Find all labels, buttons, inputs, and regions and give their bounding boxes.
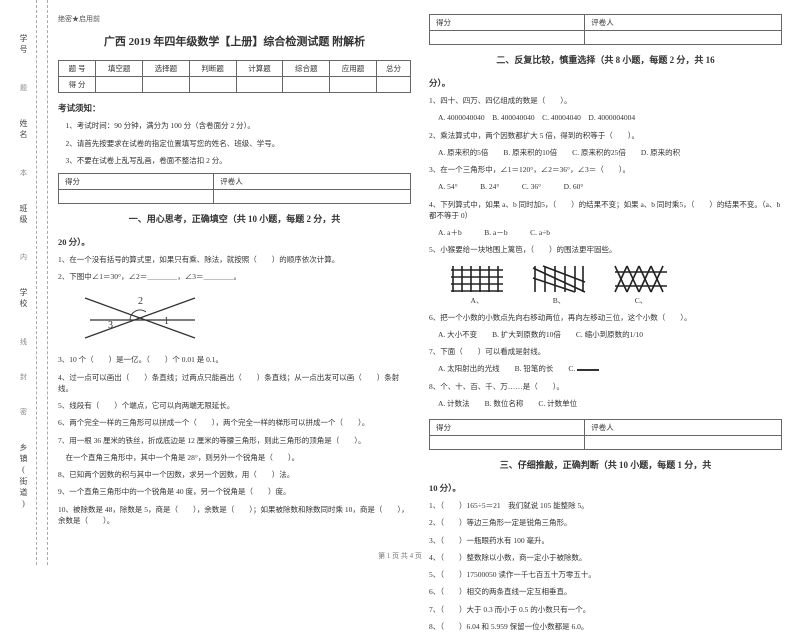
options: A. 太阳射出的光线 B. 铅笔的长 C. bbox=[429, 363, 782, 374]
cell: 判断题 bbox=[189, 61, 236, 77]
options: A. a＋b B. a－b C. a÷b bbox=[429, 227, 782, 238]
notice-line: 1、考试时间：90 分钟，满分为 100 分（含卷面分 2 分）。 bbox=[58, 120, 411, 132]
section-1-points: 20 分）。 bbox=[58, 236, 411, 248]
question: 在一个直角三角形中，其中一个角是 28°，则另外一个锐角是（ ）。 bbox=[58, 452, 411, 463]
question: 3、（ ）一瓶眼药水有 100 毫升。 bbox=[429, 535, 782, 546]
fence-options: A、 B、 bbox=[449, 264, 782, 306]
question: 1、四十、四万、四亿组成的数是（ ）。 bbox=[429, 95, 782, 106]
gutter-dashline bbox=[36, 0, 37, 565]
option-label: A、 bbox=[449, 295, 505, 306]
question: 2、乘法算式中，两个因数都扩大 5 倍，得到的积等于（ ）。 bbox=[429, 130, 782, 141]
gutter-label: 班级 bbox=[18, 204, 29, 226]
question: 4、过一点可以画出（ ）条直线；过两点只能画出（ ）条直线；从一点出发可以画（ … bbox=[58, 372, 411, 395]
options: A. 原来积的5倍 B. 原来积的10倍 C. 原来积的25倍 D. 原来的积 bbox=[429, 147, 782, 158]
option-label: B、 bbox=[531, 295, 587, 306]
svg-text:1: 1 bbox=[164, 316, 169, 327]
scorebox: 得分评卷人 bbox=[58, 173, 411, 204]
scorebox: 得分评卷人 bbox=[429, 14, 782, 45]
exam-title: 广西 2019 年四年级数学【上册】综合检测试题 附解析 bbox=[58, 33, 411, 49]
binding-gutter: 学号 题 姓名 本 班级 内 学校 线 封 密 乡镇(街道) bbox=[0, 0, 48, 565]
question: 6、把一个小数的小数点先向右移动两位，再向左移动三位，这个小数（ ）。 bbox=[429, 312, 782, 323]
fence-option-c: C、 bbox=[613, 264, 669, 306]
gutter-label: 乡镇(街道) bbox=[18, 443, 29, 511]
question: 9、一个直角三角形中的一个锐角是 40 度，另一个锐角是（ ）度。 bbox=[58, 486, 411, 497]
cell: 得 分 bbox=[59, 77, 96, 93]
cell: 评卷人 bbox=[214, 173, 411, 189]
question: 8、已知两个因数的积与其中一个因数，求另一个因数，用（ ）法。 bbox=[58, 469, 411, 480]
question: 2、（ ）等边三角形一定是锐角三角形。 bbox=[429, 517, 782, 528]
cell: 总分 bbox=[376, 61, 410, 77]
section-2-points: 分）。 bbox=[429, 77, 782, 89]
gutter-note: 密 bbox=[19, 408, 29, 415]
notice-line: 2、请首先按要求在试卷的指定位置填写您的姓名、班级、学号。 bbox=[58, 138, 411, 150]
secret-label: 绝密★启用前 bbox=[58, 14, 411, 24]
section-2-title: 二、反复比较，慎重选择（共 8 小题，每题 2 分，共 16 bbox=[429, 53, 782, 66]
cell: 评卷人 bbox=[585, 15, 782, 31]
question: 4、下列算式中，如果 a、b 同时加5，（ ）的结果不变；如果 a、b 同时乘5… bbox=[429, 199, 782, 222]
cell: 综合题 bbox=[283, 61, 330, 77]
gutter-note: 题 bbox=[19, 84, 29, 91]
gutter-label: 学校 bbox=[18, 288, 29, 310]
cell: 得分 bbox=[430, 420, 585, 436]
question: 3、在一个三角形中，∠1＝120°，∠2＝36°，∠3＝（ ）。 bbox=[429, 164, 782, 175]
pencil-icon bbox=[577, 369, 599, 371]
question: 5、线段有（ ）个端点，它可以向两端无限延长。 bbox=[58, 400, 411, 411]
right-column: 得分评卷人 二、反复比较，慎重选择（共 8 小题，每题 2 分，共 16 分）。… bbox=[429, 14, 782, 555]
cell: 应用题 bbox=[330, 61, 377, 77]
question: 6、两个完全一样的三角形可以拼成一个（ ），两个完全一样的梯形可以拼成一个（ ）… bbox=[58, 417, 411, 428]
question: 5、小猴要给一块地围上篱笆，（ ）的围法更牢固些。 bbox=[429, 244, 782, 255]
question: 1、在一个没有括号的算式里，如果只有乘、除法，就按照（ ）的顺序依次计算。 bbox=[58, 254, 411, 265]
question: 7、用一根 36 厘米的铁丝，折成底边是 12 厘米的等腰三角形，则此三角形的顶… bbox=[58, 435, 411, 446]
gutter-note: 封 bbox=[19, 373, 29, 380]
notice-heading: 考试须知： bbox=[58, 102, 411, 114]
question: 5、（ ）17500050 读作一千七百五十万零五十。 bbox=[429, 569, 782, 580]
question: 7、（ ）大于 0.3 而小于 0.5 的小数只有一个。 bbox=[429, 604, 782, 615]
options: A. 计数法 B. 数位名称 C. 计数单位 bbox=[429, 398, 782, 409]
options: A. 4000040040 B. 400040040 C. 40004040 D… bbox=[429, 112, 782, 123]
question: 6、（ ）相交的两条直线一定互相垂直。 bbox=[429, 586, 782, 597]
page-footer: 第 1 页 共 4 页 bbox=[0, 551, 800, 561]
cell: 得分 bbox=[430, 15, 585, 31]
svg-text:2: 2 bbox=[138, 296, 143, 307]
notice-line: 3、不要在试卷上乱写乱画，卷面不整洁扣 2 分。 bbox=[58, 155, 411, 167]
option-label: C、 bbox=[613, 295, 669, 306]
svg-text:3: 3 bbox=[108, 320, 113, 331]
section-3-title: 三、仔细推敲，正确判断（共 10 小题，每题 1 分，共 bbox=[429, 458, 782, 471]
gutter-label: 学号 bbox=[18, 34, 29, 56]
angle-diagram: 2 3 1 bbox=[80, 290, 200, 346]
question: 10、被除数是 48，除数是 5，商是（ ），余数是（ ）；如果被除数和除数同时… bbox=[58, 504, 411, 527]
cell: 选择题 bbox=[143, 61, 190, 77]
section-1-title: 一、用心思考，正确填空（共 10 小题，每题 2 分，共 bbox=[58, 212, 411, 225]
cell: 填空题 bbox=[96, 61, 143, 77]
content-columns: 绝密★启用前 广西 2019 年四年级数学【上册】综合检测试题 附解析 题 号 … bbox=[48, 0, 800, 565]
gutter-label: 姓名 bbox=[18, 119, 29, 141]
section-3-points: 10 分）。 bbox=[429, 482, 782, 494]
fence-option-b: B、 bbox=[531, 264, 587, 306]
fence-option-a: A、 bbox=[449, 264, 505, 306]
question: 2、下图中∠1＝30°，∠2＝＿＿＿＿，∠3＝＿＿＿＿。 bbox=[58, 271, 411, 282]
score-table: 题 号 填空题 选择题 判断题 计算题 综合题 应用题 总分 得 分 bbox=[58, 60, 411, 93]
cell: 得分 bbox=[59, 173, 214, 189]
question: 8、个、十、百、千、万……是（ ）。 bbox=[429, 381, 782, 392]
table-row: 题 号 填空题 选择题 判断题 计算题 综合题 应用题 总分 bbox=[59, 61, 411, 77]
table-row: 得 分 bbox=[59, 77, 411, 93]
left-column: 绝密★启用前 广西 2019 年四年级数学【上册】综合检测试题 附解析 题 号 … bbox=[58, 14, 411, 555]
cell: 评卷人 bbox=[585, 420, 782, 436]
cell: 题 号 bbox=[59, 61, 96, 77]
options: A. 大小不变 B. 扩大到原数的10倍 C. 缩小到原数的1/10 bbox=[429, 329, 782, 340]
options: A. 54° B. 24° C. 36° D. 60° bbox=[429, 181, 782, 192]
gutter-note: 线 bbox=[19, 338, 29, 345]
question: 1、（ ）165÷5＝21 我们就说 105 能整除 5。 bbox=[429, 500, 782, 511]
question: 3、10 个（ ）是一亿。（ ）个 0.01 是 0.1。 bbox=[58, 354, 411, 365]
scorebox: 得分评卷人 bbox=[429, 419, 782, 450]
gutter-note: 本 bbox=[19, 169, 29, 176]
cell: 计算题 bbox=[236, 61, 283, 77]
gutter-note: 内 bbox=[19, 253, 29, 260]
question: 7、下面（ ）可以看成是射线。 bbox=[429, 346, 782, 357]
question: 8、（ ）6.04 和 5.959 保留一位小数都是 6.0。 bbox=[429, 621, 782, 632]
